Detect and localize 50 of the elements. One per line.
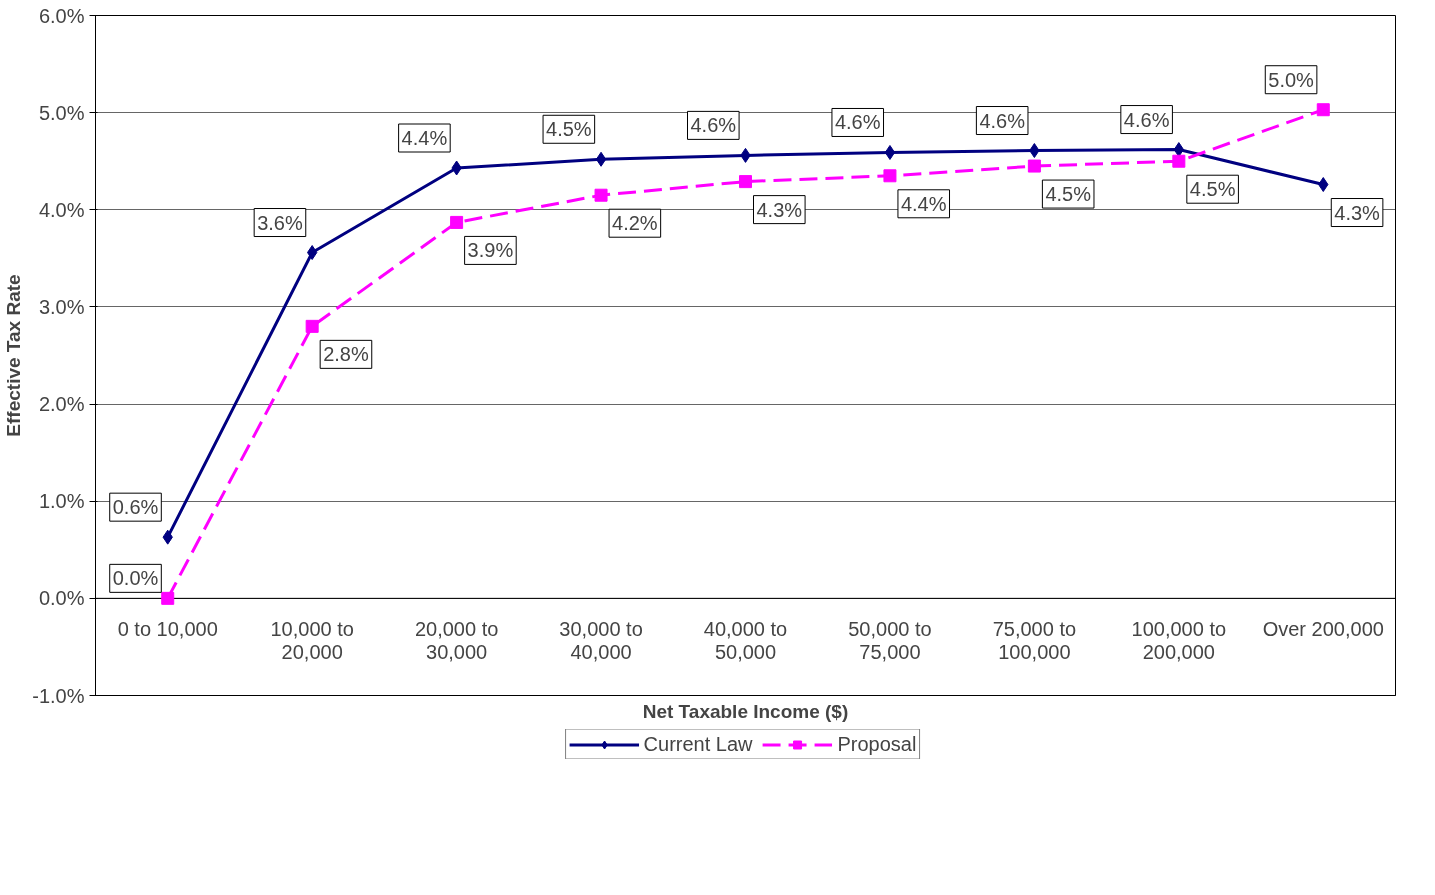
point [305,319,319,333]
x-tick-label: 40,000 to 50,000 [703,618,788,664]
x-tick-label: 75,000 to 100,000 [992,618,1077,664]
x-tick-label: 20,000 to 30,000 [414,618,499,664]
data-label: 0.0% [112,567,159,590]
data-label: 2.8% [323,343,369,366]
point [594,188,608,202]
point [161,591,175,605]
data-label: 4.4% [900,192,947,215]
legend-label: Proposal [837,732,917,756]
data-label: 3.6% [257,211,303,234]
x-tick-label: 50,000 to 75,000 [848,618,932,664]
data-label: 4.6% [1123,108,1170,131]
x-tick-label: 30,000 to 40,000 [559,618,643,664]
data-label: 3.9% [467,239,514,262]
y-axis-title: Effective Tax Rate [3,274,25,437]
x-tick-label: 100,000 to 200,000 [1131,618,1227,664]
data-label: 4.4% [401,127,448,150]
point [1172,154,1186,168]
legend-label: Current Law [643,732,753,756]
data-label: 4.5% [1045,183,1092,206]
point [884,144,896,160]
x-tick-label: 0 to 10,000 [117,618,218,641]
point [1027,159,1041,173]
data-label: 0.6% [112,496,159,519]
y-tick-label: 6.0% [38,4,85,27]
data-label: 5.0% [1268,68,1315,91]
y-tick-label: 5.0% [38,101,85,124]
x-tick-label: Over 200,000 [1262,618,1384,641]
y-tick-label: 1.0% [38,490,85,513]
x-tick-label: 10,000 to 20,000 [270,618,354,664]
point [883,169,897,183]
data-label: 4.3% [756,198,803,221]
y-tick-label: -1.0% [32,684,85,707]
point [450,215,464,229]
data-label: 4.6% [834,111,881,134]
data-label: 4.2% [612,212,658,235]
data-label: 4.6% [690,114,737,137]
y-tick-label: 0.0% [38,587,85,610]
point [1316,103,1330,117]
point [595,151,607,167]
data-label: 4.6% [979,109,1026,132]
data-label: 4.5% [546,118,592,141]
x-axis-title: Net Taxable Income ($) [642,700,849,722]
point [739,175,752,189]
data-label: 4.5% [1189,178,1236,201]
y-tick-label: 3.0% [38,295,85,318]
y-tick-label: 2.0% [38,393,85,416]
data-label: 4.3% [1334,201,1381,224]
y-tick-label: 4.0% [38,198,85,221]
